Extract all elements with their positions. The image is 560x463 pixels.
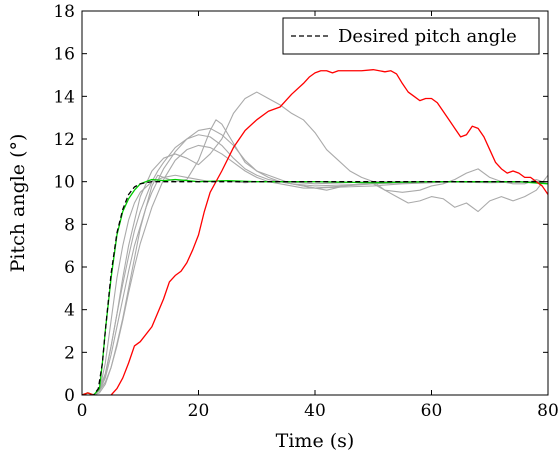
series-line-green bbox=[82, 178, 548, 395]
series-line-gray-4 bbox=[82, 134, 548, 395]
series-line-desired-pitch-angle bbox=[82, 181, 548, 395]
y-tick-label: 16 bbox=[53, 45, 75, 65]
x-tick-label: 40 bbox=[304, 401, 326, 421]
y-tick-label: 2 bbox=[64, 343, 75, 363]
series-line-gray-7 bbox=[82, 119, 548, 395]
y-axis-label: Pitch angle (°) bbox=[7, 134, 29, 273]
y-tick-label: 14 bbox=[53, 87, 75, 107]
y-tick-label: 10 bbox=[53, 173, 75, 193]
series-line-gray-8 bbox=[82, 91, 548, 395]
x-axis-label: Time (s) bbox=[276, 430, 355, 452]
series-line-red bbox=[82, 69, 548, 395]
x-tick-label: 0 bbox=[77, 401, 88, 421]
y-tick-label: 18 bbox=[53, 2, 75, 22]
series-line-gray-5 bbox=[82, 127, 548, 395]
y-tick-label: 6 bbox=[64, 258, 75, 278]
x-tick-label: 60 bbox=[421, 401, 443, 421]
x-tick-label: 20 bbox=[188, 401, 210, 421]
y-tick-label: 8 bbox=[64, 215, 75, 235]
x-tick-label: 80 bbox=[537, 401, 559, 421]
y-tick-label: 4 bbox=[64, 301, 75, 321]
y-tick-label: 0 bbox=[64, 386, 75, 406]
y-tick-label: 12 bbox=[53, 130, 75, 150]
series-line-gray-3 bbox=[82, 174, 548, 395]
legend: Desired pitch angle bbox=[282, 17, 540, 55]
legend-label-desired: Desired pitch angle bbox=[338, 26, 517, 47]
plot-frame bbox=[81, 10, 549, 396]
